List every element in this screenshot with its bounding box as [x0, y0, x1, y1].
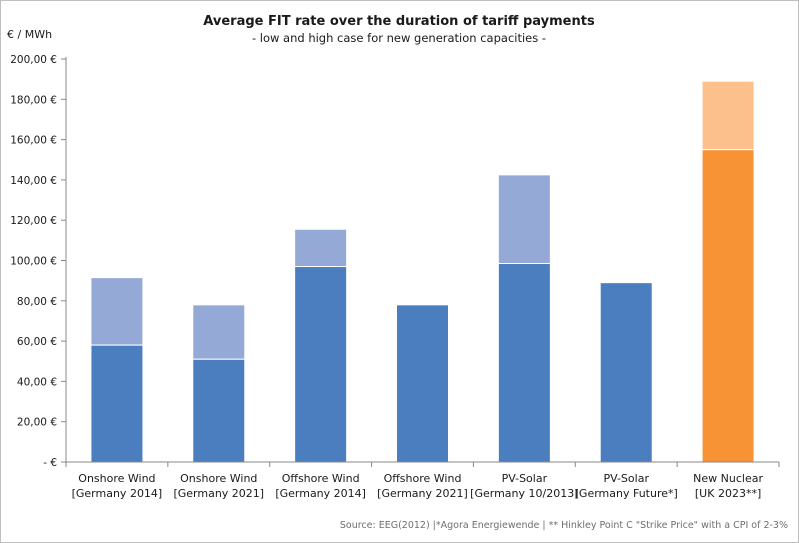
y-tick-label: - €	[43, 457, 57, 469]
x-category-label: [Germany 10/2013]	[470, 487, 578, 500]
y-tick-label: 100,00 €	[10, 256, 57, 268]
x-category-label: [Germany 2021]	[173, 487, 264, 500]
x-category-label: [Germany 2014]	[72, 487, 163, 500]
chart-subtitle: - low and high case for new generation c…	[252, 31, 546, 45]
bar-low-segment	[701, 149, 755, 463]
y-tick-label: 20,00 €	[17, 417, 57, 429]
x-category-label: Onshore Wind	[78, 472, 155, 485]
y-tick-label: 40,00 €	[17, 376, 57, 388]
bar-low-segment	[497, 263, 551, 463]
x-category-label: Offshore Wind	[384, 472, 462, 485]
bar-low-segment	[396, 304, 449, 463]
source-note: Source: EEG(2012) |*Agora Energiewende |…	[340, 520, 788, 531]
x-category-label: PV-Solar	[502, 472, 548, 485]
bar-low-segment	[599, 282, 653, 463]
y-tick-label: 120,00 €	[10, 215, 57, 227]
x-category-label: New Nuclear	[693, 472, 763, 485]
bar-low-segment	[192, 358, 246, 463]
y-tick-label: 160,00 €	[10, 135, 57, 147]
y-axis-label: € / MWh	[7, 28, 52, 41]
y-tick-label: 60,00 €	[17, 336, 57, 348]
bar-high-segment	[701, 80, 755, 151]
y-tick-label: 80,00 €	[17, 296, 57, 308]
chart-title: Average FIT rate over the duration of ta…	[203, 14, 595, 29]
axes	[65, 57, 780, 467]
x-axis-categories: Onshore Wind [Germany 2014] Onshore Wind [G…	[72, 472, 764, 500]
bar-high-segment	[192, 304, 246, 360]
x-category-label: [Germany 2014]	[275, 487, 366, 500]
y-tick-label: 200,00 €	[10, 54, 57, 66]
y-axis-ticks: - € 20,00 € 40,00 € 60,00 € 80,00 € 100,00 € 1…	[10, 54, 66, 469]
bar-low-segment	[90, 344, 144, 463]
y-tick-label: 140,00 €	[10, 175, 57, 187]
bar-high-segment	[90, 277, 144, 346]
x-category-label: [Germany Future*]	[575, 487, 678, 500]
x-category-label: [Germany 2021]	[377, 487, 468, 500]
bar-low-segment	[294, 266, 348, 463]
bar-high-segment	[294, 228, 348, 268]
x-category-label: Offshore Wind	[282, 472, 360, 485]
y-tick-label: 180,00 €	[10, 94, 57, 106]
x-category-label: PV-Solar	[603, 472, 649, 485]
x-category-label: [UK 2023**]	[695, 487, 761, 500]
bars	[90, 80, 755, 463]
x-category-label: Onshore Wind	[180, 472, 257, 485]
bar-high-segment	[497, 174, 551, 265]
